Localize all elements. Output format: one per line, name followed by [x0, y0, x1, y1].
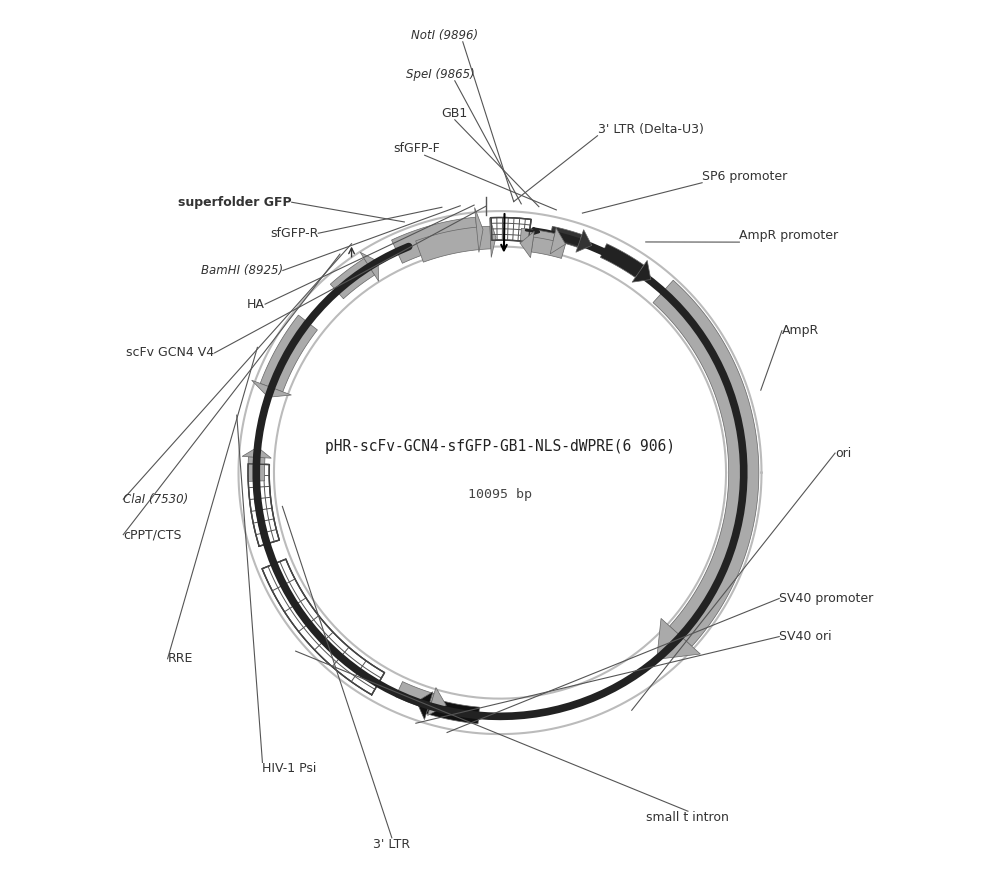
Polygon shape — [360, 252, 379, 281]
Polygon shape — [520, 231, 534, 258]
Text: AmpR promoter: AmpR promoter — [739, 229, 838, 242]
Text: SV40 promoter: SV40 promoter — [779, 592, 873, 605]
Text: NotI (9896): NotI (9896) — [411, 29, 478, 42]
Text: AmpR: AmpR — [782, 325, 819, 337]
Polygon shape — [428, 688, 446, 715]
Text: 10095 bp: 10095 bp — [468, 488, 532, 501]
Polygon shape — [330, 259, 375, 299]
Text: SP6 promoter: SP6 promoter — [702, 169, 787, 183]
Text: scFv GCN4 V4: scFv GCN4 V4 — [126, 346, 215, 359]
Text: ori: ori — [835, 447, 851, 459]
Text: 3' LTR (Delta-U3): 3' LTR (Delta-U3) — [598, 123, 703, 136]
Polygon shape — [653, 280, 759, 647]
Polygon shape — [248, 464, 279, 546]
Text: sfGFP-R: sfGFP-R — [270, 227, 318, 240]
Polygon shape — [475, 208, 483, 252]
Polygon shape — [657, 618, 700, 659]
Polygon shape — [550, 227, 582, 247]
Polygon shape — [248, 457, 265, 482]
Text: superfolder GFP: superfolder GFP — [178, 195, 292, 209]
Text: SpeI (9865): SpeI (9865) — [406, 68, 475, 81]
Text: HA: HA — [247, 298, 265, 310]
Polygon shape — [576, 229, 592, 252]
Text: HIV-1 Psi: HIV-1 Psi — [262, 763, 317, 775]
Text: RRE: RRE — [168, 652, 193, 665]
Text: 3' LTR: 3' LTR — [373, 838, 410, 851]
Polygon shape — [239, 211, 762, 734]
Polygon shape — [242, 447, 271, 458]
Polygon shape — [416, 227, 491, 262]
Polygon shape — [417, 692, 433, 720]
Polygon shape — [490, 218, 496, 258]
Polygon shape — [262, 559, 385, 695]
Polygon shape — [520, 228, 555, 248]
Polygon shape — [392, 217, 478, 263]
Polygon shape — [550, 228, 566, 254]
Text: GB1: GB1 — [442, 107, 468, 120]
Text: SV40 ori: SV40 ori — [779, 630, 832, 643]
Text: ClaI (7530): ClaI (7530) — [123, 492, 189, 506]
Polygon shape — [426, 698, 479, 723]
Text: pHR-scFv-GCN4-sfGFP-GB1-NLS-dWPRE(6 906): pHR-scFv-GCN4-sfGFP-GB1-NLS-dWPRE(6 906) — [325, 439, 675, 453]
Polygon shape — [252, 380, 291, 397]
Text: small t intron: small t intron — [646, 811, 729, 824]
Polygon shape — [260, 315, 317, 392]
Text: cPPT/CTS: cPPT/CTS — [123, 528, 182, 541]
Polygon shape — [531, 237, 566, 259]
Text: BamHI (8925): BamHI (8925) — [201, 264, 283, 277]
Polygon shape — [491, 218, 531, 242]
Text: sfGFP-F: sfGFP-F — [393, 142, 440, 155]
Polygon shape — [600, 244, 644, 277]
Polygon shape — [632, 260, 651, 282]
Polygon shape — [396, 681, 434, 709]
